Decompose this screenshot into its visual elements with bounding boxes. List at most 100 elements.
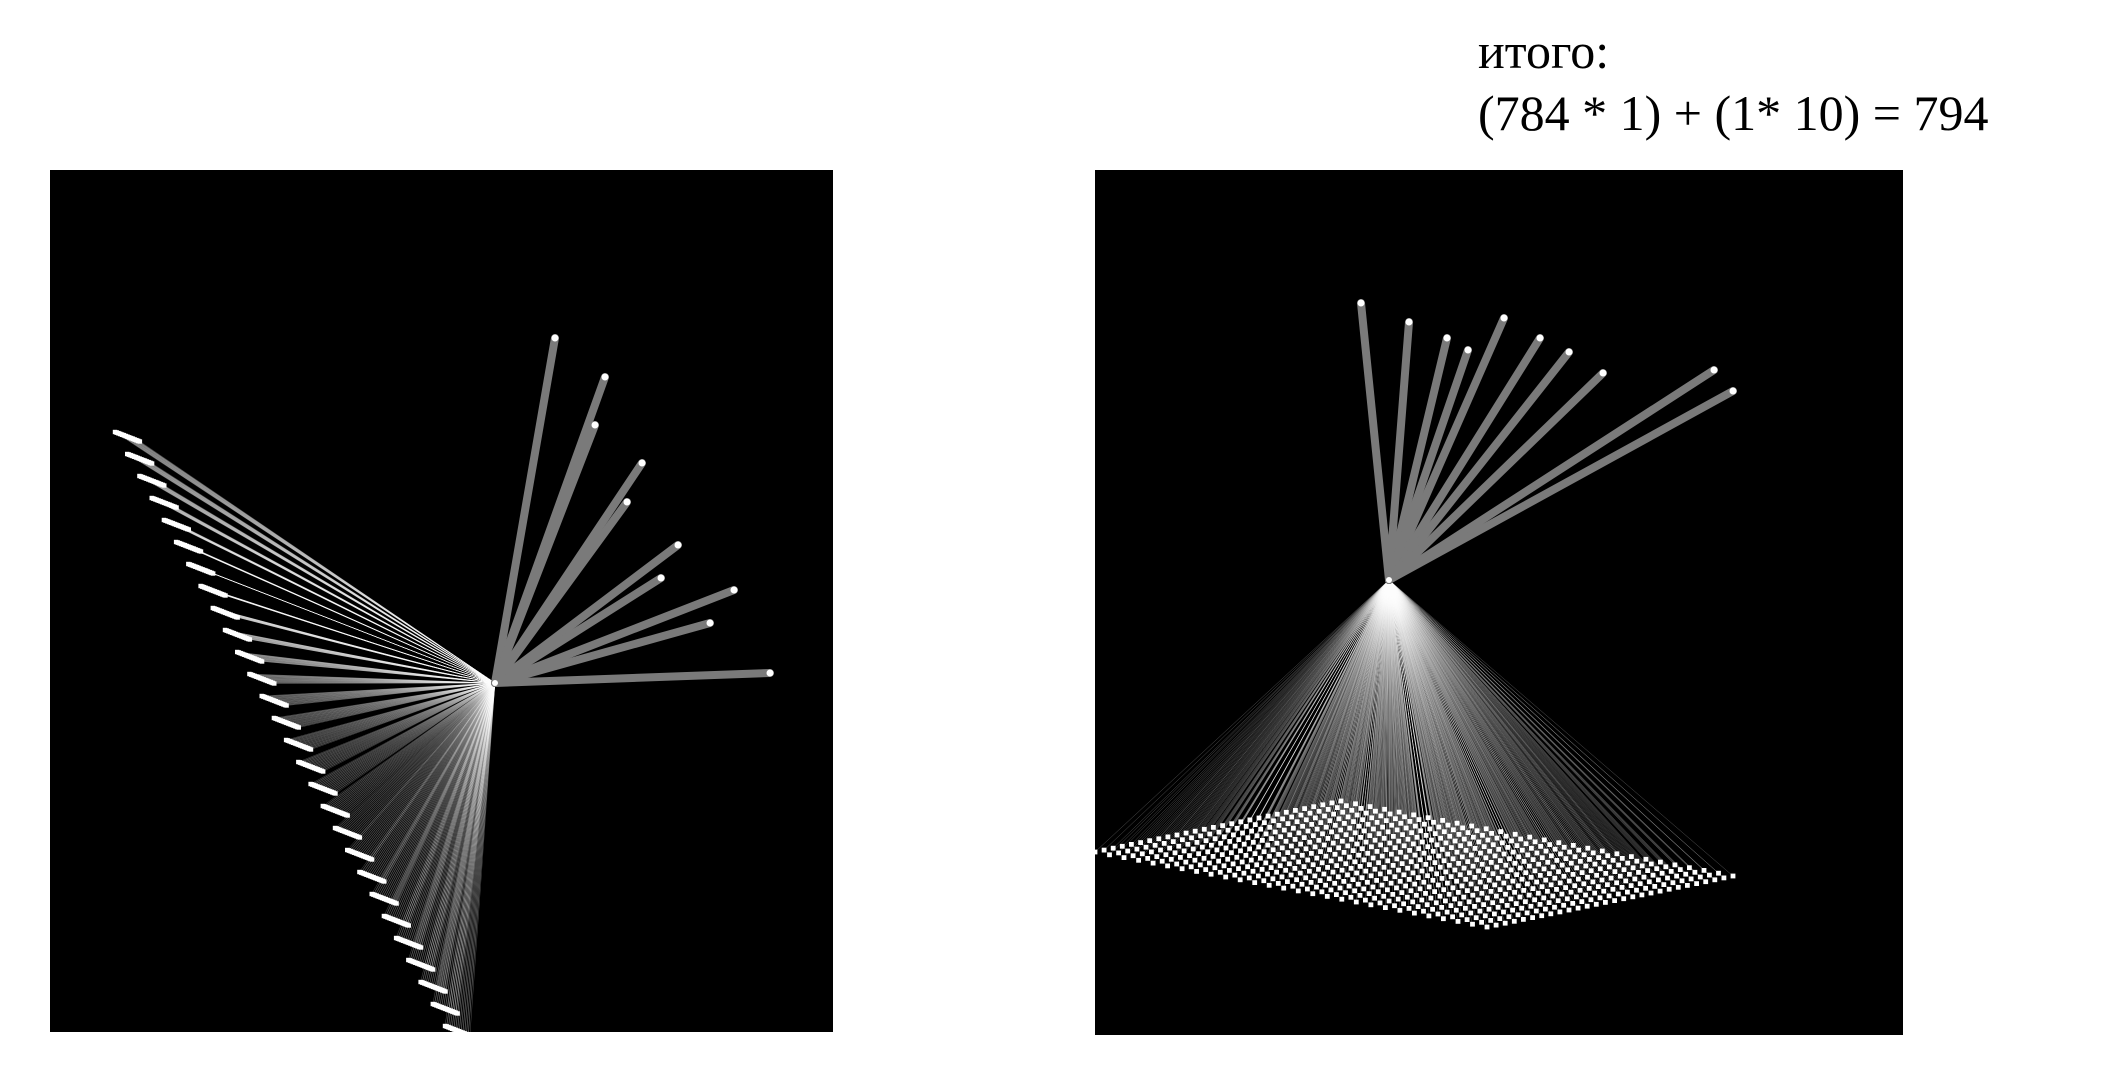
input-neuron <box>1343 861 1348 866</box>
input-neuron <box>1427 827 1432 832</box>
input-neuron <box>1336 874 1341 879</box>
input-neuron <box>1542 838 1547 843</box>
input-neuron <box>1505 874 1510 879</box>
input-neuron <box>1261 878 1266 883</box>
input-neuron <box>1482 844 1487 849</box>
input-neuron <box>1511 879 1516 884</box>
input-neuron <box>1447 863 1452 868</box>
input-neuron <box>1360 846 1365 851</box>
input-neuron <box>1262 849 1267 854</box>
input-neuron <box>1573 854 1578 859</box>
input-neuron <box>1642 875 1647 880</box>
input-neuron <box>1576 877 1581 882</box>
input-neuron <box>1349 837 1354 842</box>
input-neuron <box>1556 840 1561 845</box>
input-neuron <box>1390 892 1395 897</box>
input-neuron <box>1151 861 1156 866</box>
input-neuron <box>1383 876 1388 881</box>
input-neuron <box>1445 852 1450 857</box>
input-neuron <box>1314 885 1319 890</box>
input-neuron <box>1489 831 1494 836</box>
input-neuron <box>1329 859 1334 864</box>
input-neuron <box>1645 868 1650 873</box>
input-neuron <box>1291 855 1296 860</box>
input-neuron <box>1267 883 1272 888</box>
input-neuron <box>1362 858 1367 863</box>
input-neuron <box>1244 824 1249 829</box>
input-neuron <box>1469 853 1474 858</box>
input-neuron <box>1501 910 1506 915</box>
input-neuron <box>1673 863 1678 868</box>
input-neuron <box>1283 868 1288 873</box>
input-neuron <box>174 505 178 509</box>
input-neuron <box>1407 848 1412 853</box>
input-neuron <box>1527 864 1532 869</box>
input-neuron <box>1222 834 1227 839</box>
input-neuron <box>1205 849 1210 854</box>
input-neuron <box>1394 886 1399 891</box>
input-neuron <box>1380 854 1385 859</box>
input-neuron <box>1229 850 1234 855</box>
input-neuron <box>1396 868 1401 873</box>
input-neuron <box>1253 822 1258 827</box>
input-neuron <box>1658 889 1663 894</box>
input-neuron <box>1325 865 1330 870</box>
input-neuron <box>1293 808 1298 813</box>
input-neuron <box>1116 851 1121 856</box>
input-neuron <box>1334 892 1339 897</box>
input-neuron <box>1571 843 1576 848</box>
input-neuron <box>1398 821 1403 826</box>
input-neuron <box>1551 865 1556 870</box>
input-neuron <box>1254 862 1259 867</box>
input-neuron <box>1403 884 1408 889</box>
input-neuron <box>1453 839 1458 844</box>
input-neuron <box>1578 888 1583 893</box>
input-neuron <box>1311 833 1316 838</box>
input-neuron <box>1683 872 1688 877</box>
input-neuron <box>1226 828 1231 833</box>
input-neuron <box>1400 861 1405 866</box>
input-neuron <box>1369 873 1374 878</box>
input-neuron <box>1618 874 1623 879</box>
input-neuron <box>1313 816 1318 821</box>
input-neuron <box>1291 884 1296 889</box>
output-neuron <box>1465 347 1472 354</box>
input-neuron <box>1651 873 1656 878</box>
output-neuron <box>1358 300 1365 307</box>
input-neuron <box>1358 864 1363 869</box>
input-neuron <box>1240 860 1245 865</box>
input-neuron <box>1409 888 1414 893</box>
input-neuron <box>1248 818 1253 823</box>
output-neuron <box>1537 335 1544 342</box>
input-neuron <box>1594 902 1599 907</box>
input-neuron <box>1346 815 1351 820</box>
input-neuron <box>1245 864 1250 869</box>
input-neuron <box>1298 842 1303 847</box>
input-neuron <box>1441 916 1446 921</box>
hidden-layer <box>1386 577 1392 583</box>
input-neuron <box>1533 868 1538 873</box>
input-neuron <box>1494 923 1499 928</box>
input-neuron <box>1480 891 1485 896</box>
input-neuron <box>1111 846 1116 851</box>
input-neuron <box>1318 878 1323 883</box>
input-neuron <box>1498 887 1503 892</box>
input-neuron <box>1342 821 1347 826</box>
input-neuron <box>1231 862 1236 867</box>
input-neuron <box>1347 855 1352 860</box>
input-neuron <box>1376 889 1381 894</box>
input-neuron <box>1460 826 1465 831</box>
input-neuron <box>1257 816 1262 821</box>
input-neuron <box>1452 897 1457 902</box>
input-neuron <box>1284 839 1289 844</box>
input-neuron <box>1358 835 1363 840</box>
input-neuron <box>1434 900 1439 905</box>
input-neuron <box>1381 894 1386 899</box>
input-neuron <box>1249 829 1254 834</box>
input-neuron <box>1472 904 1477 909</box>
input-neuron <box>1371 885 1376 890</box>
input-neuron <box>1552 905 1557 910</box>
network-view-perspective <box>1095 170 1903 1035</box>
input-neuron <box>1242 871 1247 876</box>
input-neuron <box>1429 838 1434 843</box>
